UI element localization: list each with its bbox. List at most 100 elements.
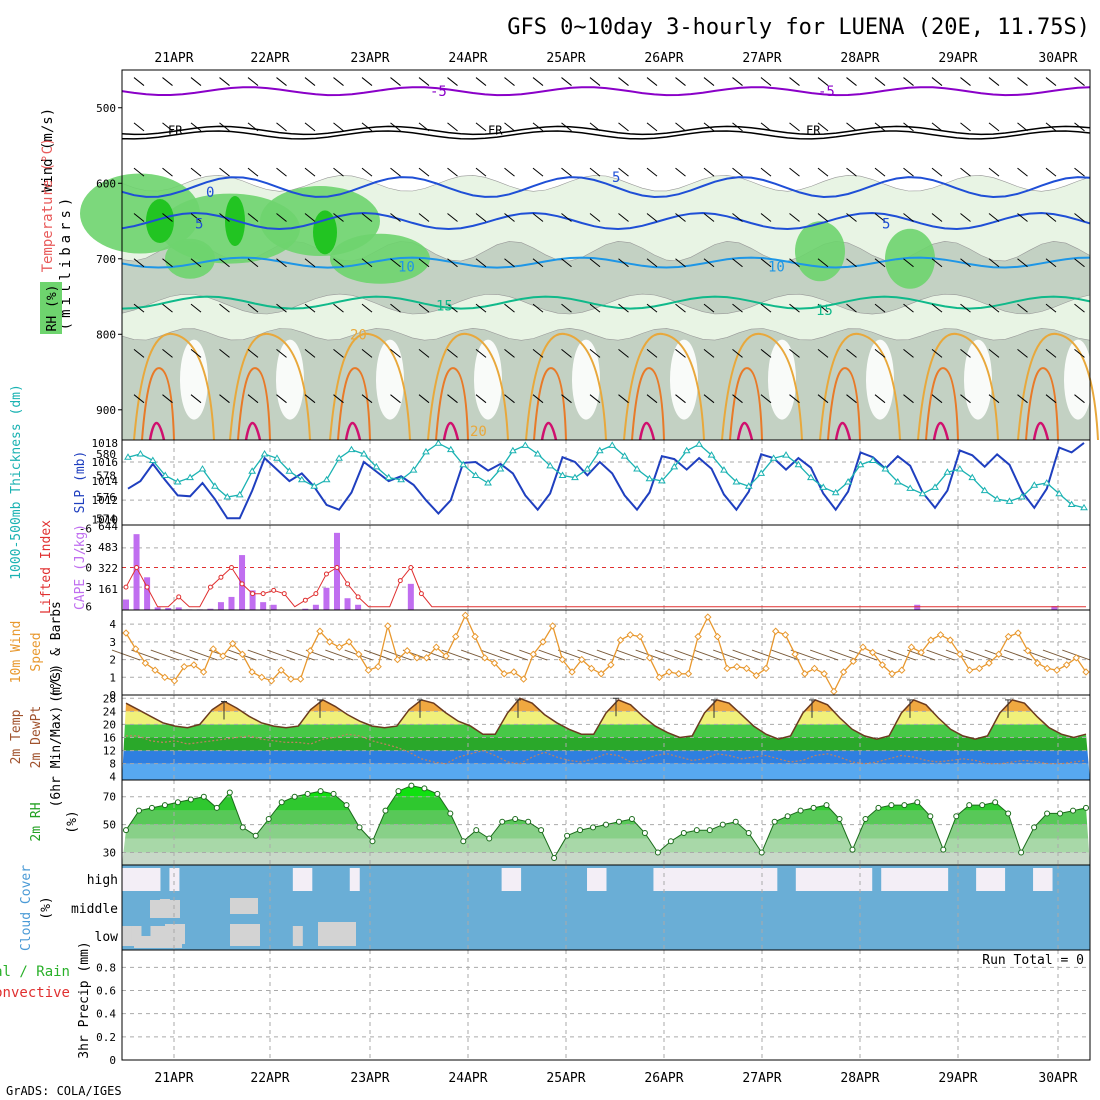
rh2m-point xyxy=(810,804,817,811)
wind10-barb xyxy=(713,649,742,661)
slp-thickness-panel: 574 576 578 580 1010 1012 1014 1016 1018 1000-500… xyxy=(9,384,1091,580)
rh2m-point xyxy=(654,849,661,856)
rh2m-point xyxy=(784,813,791,820)
wind-barb xyxy=(874,167,886,177)
wind-barb xyxy=(532,213,544,222)
wind-barb xyxy=(447,77,458,86)
wind-barb xyxy=(760,77,772,86)
cape-bar xyxy=(175,607,182,610)
rh-dry-area xyxy=(276,339,304,420)
wind10-point xyxy=(384,622,392,630)
wind-barb xyxy=(133,394,145,404)
y-tick-label: 574 xyxy=(96,513,116,526)
temp-contour-30 xyxy=(932,421,950,441)
wind10-point xyxy=(762,664,770,673)
thickness-point xyxy=(347,445,356,453)
thickness-point xyxy=(906,484,915,491)
wind-barb xyxy=(732,394,743,404)
rh-dry-area xyxy=(768,339,796,420)
wind-barb xyxy=(789,122,800,132)
wind-barb xyxy=(1017,394,1028,404)
wind10-barb xyxy=(577,649,606,661)
wind10-point xyxy=(684,670,693,678)
rh2m-point xyxy=(719,821,726,828)
wind10-point xyxy=(393,655,402,664)
rh2m-panel: 30 50 70 2m RH (%) xyxy=(29,779,1091,866)
wind10-point xyxy=(190,661,198,669)
temp-contour-0 xyxy=(121,176,1091,199)
wind-barb xyxy=(219,213,230,222)
wind10-barb xyxy=(654,649,684,661)
wind-barb xyxy=(304,122,316,132)
cape-bar xyxy=(165,608,172,610)
temp-contour-30 xyxy=(244,421,262,441)
bottom-date-label: 22APR xyxy=(250,1071,289,1086)
cape-bar xyxy=(333,532,340,610)
wind10-barb xyxy=(810,649,839,661)
rh2m-point xyxy=(473,827,480,834)
wind10-point xyxy=(442,652,450,660)
wind-barb xyxy=(475,77,487,86)
wind-barb xyxy=(561,167,572,177)
thickness-point xyxy=(794,460,803,468)
wind10-point xyxy=(1062,661,1071,669)
thickness-point xyxy=(881,465,890,472)
rh2m-point xyxy=(1005,810,1012,817)
wind10-point xyxy=(830,687,838,696)
thickness-point xyxy=(397,475,406,483)
thickness-point xyxy=(856,460,865,468)
wind-barb xyxy=(333,77,344,86)
wind-barb xyxy=(931,394,943,404)
wind-barb xyxy=(219,167,230,177)
wind-barb xyxy=(447,213,458,222)
wind-barb xyxy=(1045,348,1057,358)
wind10-point xyxy=(1082,668,1090,676)
thickness-point xyxy=(1080,503,1088,511)
wind-barb xyxy=(931,348,943,358)
wind-barb xyxy=(760,167,772,177)
wind-barb xyxy=(646,122,658,132)
wind10-point xyxy=(742,664,751,673)
rh2m-point xyxy=(590,824,597,831)
wind10-point xyxy=(219,652,227,660)
wind10-barb xyxy=(771,649,800,661)
wind-barb xyxy=(532,258,544,268)
wind-barb xyxy=(276,122,287,132)
rh-dry-area xyxy=(670,339,698,420)
wind-barb xyxy=(247,122,259,132)
wind10-point xyxy=(655,673,664,681)
wind-barb xyxy=(247,167,259,177)
cloud-high-clear xyxy=(938,868,949,891)
wind-barb xyxy=(390,77,401,86)
y-tick-label: 0.4 xyxy=(96,1008,116,1021)
wind-barb xyxy=(304,258,316,268)
wind10-point xyxy=(374,662,382,671)
y-tick-label: 50 xyxy=(103,819,116,832)
panel-frame xyxy=(121,609,1091,696)
rh2m-point xyxy=(499,818,506,825)
wind-barb xyxy=(931,258,943,268)
wind10-point xyxy=(422,654,431,662)
temp-contour-20 xyxy=(819,332,901,441)
cloud-high-clear xyxy=(511,868,522,891)
rh-band xyxy=(122,838,1090,853)
bottom-date-axis: 21APR 22APR 23APR 24APR 25APR 26APR 27APR 28APR… xyxy=(154,1071,1077,1086)
thickness-point xyxy=(521,441,530,448)
wind-barb xyxy=(361,77,373,86)
wind-barb xyxy=(760,258,772,268)
wind-barb xyxy=(646,77,658,86)
rh2m-point xyxy=(706,827,713,834)
wind10-barb xyxy=(499,649,529,661)
wind-barb xyxy=(931,167,943,177)
rh2m-point xyxy=(135,807,142,814)
freezing-label: FR xyxy=(168,123,183,137)
rh-dry-area xyxy=(964,339,992,420)
wind-barb xyxy=(162,77,173,86)
y-tick-label: 3 xyxy=(85,581,92,594)
wind-barb xyxy=(304,167,316,177)
wind-barb xyxy=(532,77,544,86)
temp-contour-5 xyxy=(121,211,1091,231)
rh-dry-area xyxy=(376,339,404,420)
cloud-high-clear xyxy=(900,868,911,891)
wind-barb xyxy=(817,394,829,404)
